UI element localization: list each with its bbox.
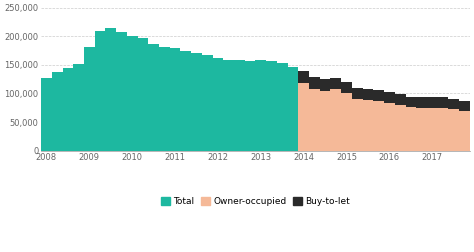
Bar bbox=[374, 90, 384, 101]
Bar bbox=[406, 107, 416, 151]
Bar bbox=[298, 71, 309, 83]
Bar bbox=[73, 64, 84, 151]
Bar bbox=[159, 47, 170, 151]
Bar bbox=[438, 108, 448, 151]
Bar bbox=[116, 32, 127, 151]
Bar bbox=[41, 78, 52, 151]
Bar bbox=[234, 60, 245, 151]
Bar bbox=[320, 79, 330, 91]
Bar bbox=[416, 98, 427, 108]
Bar bbox=[288, 67, 298, 151]
Bar bbox=[277, 63, 288, 151]
Legend: Total, Owner-occupied, Buy-to-let: Total, Owner-occupied, Buy-to-let bbox=[161, 197, 350, 206]
Bar bbox=[438, 98, 448, 108]
Bar bbox=[309, 89, 320, 151]
Bar bbox=[406, 97, 416, 107]
Bar bbox=[341, 82, 352, 93]
Bar bbox=[84, 47, 95, 151]
Bar bbox=[341, 93, 352, 151]
Bar bbox=[245, 61, 255, 151]
Bar bbox=[181, 51, 191, 151]
Bar bbox=[384, 92, 395, 103]
Bar bbox=[320, 91, 330, 151]
Bar bbox=[148, 44, 159, 151]
Bar bbox=[127, 36, 137, 151]
Bar bbox=[448, 99, 459, 109]
Bar bbox=[363, 89, 374, 100]
Bar bbox=[352, 99, 363, 151]
Bar bbox=[202, 55, 212, 151]
Bar bbox=[395, 94, 406, 105]
Bar bbox=[459, 101, 470, 111]
Bar bbox=[384, 103, 395, 151]
Bar bbox=[416, 108, 427, 151]
Bar bbox=[212, 58, 223, 151]
Bar bbox=[255, 60, 266, 151]
Bar bbox=[105, 28, 116, 151]
Bar bbox=[95, 31, 105, 151]
Bar bbox=[330, 89, 341, 151]
Bar bbox=[298, 83, 309, 151]
Bar bbox=[374, 101, 384, 151]
Bar bbox=[448, 109, 459, 151]
Bar bbox=[170, 48, 181, 151]
Bar bbox=[363, 100, 374, 151]
Bar bbox=[427, 98, 438, 108]
Bar bbox=[266, 61, 277, 151]
Bar bbox=[137, 38, 148, 151]
Bar bbox=[223, 60, 234, 151]
Bar bbox=[52, 72, 63, 151]
Bar bbox=[395, 105, 406, 151]
Bar bbox=[309, 77, 320, 89]
Bar bbox=[459, 111, 470, 151]
Bar bbox=[427, 108, 438, 151]
Bar bbox=[63, 68, 73, 151]
Bar bbox=[330, 78, 341, 89]
Bar bbox=[191, 53, 202, 151]
Bar bbox=[352, 88, 363, 99]
